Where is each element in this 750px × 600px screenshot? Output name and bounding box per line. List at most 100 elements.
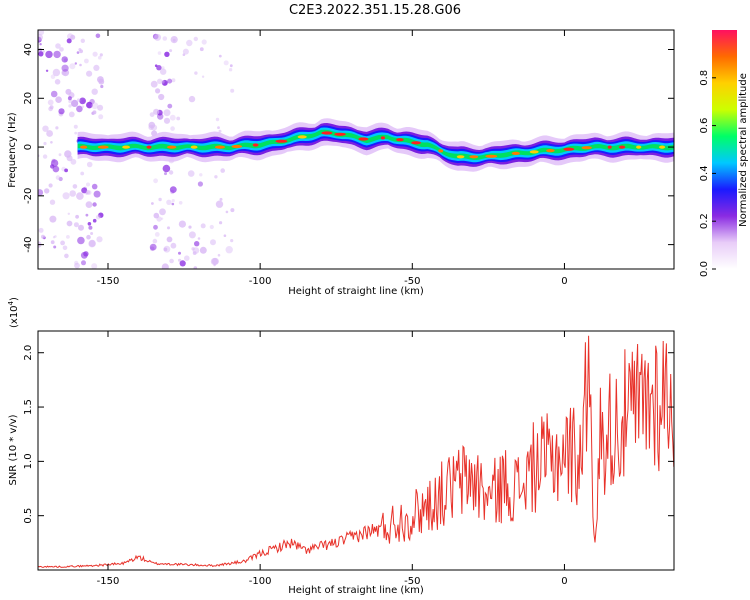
heatmap-noise-blob [98,55,102,60]
heatmap-noise-blob [170,242,177,249]
heatmap-noise-blob [154,64,158,67]
heatmap-peak [321,131,333,135]
heatmap-noise-blob [42,125,49,132]
heatmap-frame [37,29,675,270]
heatmap-noise-blob [151,202,154,205]
heatmap-noise-blob [91,88,98,95]
heatmap-noise-blob [41,234,45,239]
heatmap-noise-blob [188,225,192,229]
heatmap-noise-blob [85,190,91,195]
colorbar: 0.0 0.2 0.4 0.6 0.8 Normalized spectral ampl… [699,30,749,277]
heatmap-noise-blob [52,68,61,77]
heatmap-peak [231,144,243,149]
heatmap-noise-blob [158,93,165,101]
heatmap-noise-blob [86,70,93,77]
heatmap-noise-blob [53,50,61,59]
heatmap-noise-blob [230,208,235,213]
heatmap-noise-blob [85,213,89,217]
heatmap-peak [438,149,444,153]
heatmap-noise-blob [48,183,53,188]
heatmap-noise-blob [88,225,93,230]
heatmap-noise-blob [178,220,186,228]
heatmap-noise-blob [86,234,91,240]
chart-title: C2E3.2022.351.15.28.G06 [289,3,461,18]
colorbar-tick-label: 0.6 [699,118,710,134]
heatmap-noise-blob [225,210,229,214]
heatmap-noise-blob [79,97,86,105]
heatmap-noise-blob [154,33,162,41]
heatmap-noise-blob [168,170,174,175]
heatmap-peak [80,145,88,149]
heatmap-noise-blob [86,101,93,109]
colorbar-label: Normalized spectral amplitude [738,73,749,227]
heatmap-noise-blob [87,222,92,226]
heatmap-noise-blob [164,51,170,57]
heatmap-noise-blob [223,234,227,237]
heatmap-noise-blob [217,126,220,129]
heatmap-noise-blob [179,260,186,267]
heatmap-noise-blob [65,88,72,95]
heatmap-noise-blob [42,154,48,159]
heatmap-noise-blob [149,243,157,251]
colorbar-tick-label: 0.0 [699,261,710,277]
snr-x-axis-label: Height of straight line (km) [288,585,424,596]
heatmap-noise-blob [76,105,83,113]
heatmap-y-tick-label: 20 [23,92,34,105]
heatmap-noise-blob [91,263,98,269]
heatmap-noise-blob [81,260,86,266]
heatmap-noise-blob [79,49,83,54]
heatmap-noise-blob [76,192,84,200]
heatmap-noise-blob [197,237,201,240]
heatmap-noise-blob [71,99,79,107]
heatmap-noise-blob [161,263,169,269]
snr-y-tick-label: 1.0 [23,453,34,469]
heatmap-noise-blob [162,36,168,41]
heatmap-noise-blob [178,201,183,205]
heatmap-noise-blob [45,50,53,59]
heatmap-noise-blob [74,262,80,269]
heatmap-noise-blob [85,201,93,209]
heatmap-peak [456,155,465,159]
heatmap-noise-blob [50,159,59,167]
heatmap-noise-blob [163,247,168,252]
heatmap-peak [659,145,666,149]
heatmap-noise-blob [73,222,79,228]
heatmap-noise-blob [55,175,61,180]
heatmap-ridge [77,118,674,172]
heatmap-noise-blob [188,95,196,103]
heatmap-noise-blob [201,75,205,78]
heatmap-noise-blob [54,79,61,85]
heatmap-noise-blob [167,78,173,84]
heatmap-noise-blob [92,51,98,57]
heatmap-noise-blob [76,51,80,54]
heatmap-noise-blob [193,36,198,42]
heatmap-noise-blob [100,84,104,89]
heatmap-noise-blob [169,258,174,264]
heatmap-peak [97,145,109,149]
heatmap-noise-blob [84,58,89,64]
heatmap-peak [581,146,592,150]
heatmap-x-tick-label: -100 [249,276,272,287]
heatmap-noise-blob [53,245,57,249]
heatmap-noise-blob [93,64,100,71]
heatmap-peak [529,150,539,154]
heatmap-noise-blob [44,188,50,194]
colorbar-gradient [712,30,737,269]
heatmap-noise-blob [199,47,204,52]
heatmap-peak [485,154,498,158]
heatmap-noise-blob [163,245,171,253]
heatmap-noise-blob [98,114,104,120]
heatmap-noise-blob [225,246,233,254]
heatmap-noise-blob [92,202,97,207]
snr-frame [37,330,675,571]
heatmap-noise-blob [62,192,70,200]
heatmap-peak [636,145,642,149]
heatmap-noise-blob [98,212,104,218]
heatmap-noise-blob [163,109,171,117]
heatmap-noise-blob [91,102,99,110]
heatmap-peak [358,137,369,141]
heatmap-noise-blob [230,88,235,93]
heatmap-noise-blob [43,141,47,146]
heatmap-noise-blob [218,129,222,133]
heatmap-noise-blob [48,106,53,112]
